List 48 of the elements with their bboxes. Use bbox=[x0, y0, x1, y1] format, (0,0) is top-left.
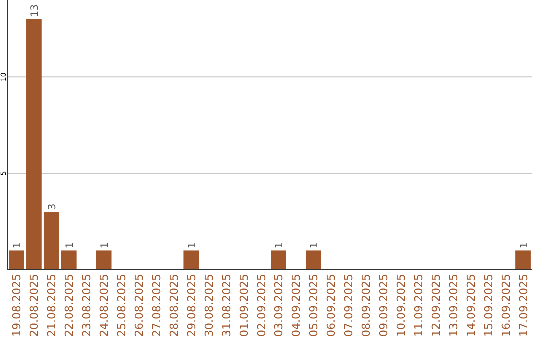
bar bbox=[184, 250, 200, 270]
x-tick-label: 29.08.2025 bbox=[185, 274, 198, 337]
data-label: 3 bbox=[48, 204, 59, 210]
x-tick-label: 19.08.2025 bbox=[10, 274, 24, 337]
bar bbox=[96, 250, 112, 270]
data-label: 1 bbox=[187, 242, 198, 249]
x-tick-label: 31.08.2025 bbox=[220, 274, 234, 337]
x-tick-label: 03.09.2025 bbox=[272, 274, 286, 337]
x-tick-label: 05.09.2025 bbox=[308, 274, 321, 337]
x-tick-label: 09.09.2025 bbox=[378, 274, 391, 337]
x-tick-label: 01.09.2025 bbox=[238, 274, 251, 337]
data-label: 1 bbox=[65, 242, 76, 249]
data-label: 1 bbox=[310, 242, 321, 249]
bar bbox=[9, 250, 24, 270]
x-tick-label: 04.09.2025 bbox=[290, 274, 304, 337]
x-tick-label: 27.08.2025 bbox=[150, 274, 164, 337]
bar bbox=[44, 212, 60, 270]
x-tick-label: 22.08.2025 bbox=[63, 274, 76, 337]
data-label: 1 bbox=[519, 242, 530, 249]
bar bbox=[26, 19, 42, 270]
x-tick-label: 12.09.2025 bbox=[430, 274, 443, 337]
bar bbox=[306, 250, 322, 270]
x-tick-label: 14.09.2025 bbox=[464, 274, 478, 337]
x-tick-label: 15.09.2025 bbox=[482, 274, 496, 337]
data-label: 1 bbox=[100, 242, 112, 249]
x-tick-label: 10.09.2025 bbox=[395, 274, 408, 337]
x-tick-label: 17.09.2025 bbox=[517, 274, 530, 337]
x-tick-label: 25.08.2025 bbox=[116, 274, 129, 337]
x-tick-label: 11.09.2025 bbox=[412, 274, 426, 337]
x-tick-label: 02.09.2025 bbox=[255, 274, 268, 337]
data-label: 1 bbox=[12, 242, 24, 249]
bar bbox=[61, 250, 77, 270]
x-tick-label: 20.08.2025 bbox=[28, 274, 42, 337]
x-tick-label: 24.08.2025 bbox=[98, 274, 112, 337]
x-tick-label: 08.09.2025 bbox=[360, 274, 374, 337]
bar bbox=[271, 250, 286, 270]
x-tick-label: 13.09.2025 bbox=[447, 274, 460, 337]
x-tick-label: 16.09.2025 bbox=[500, 274, 513, 337]
x-tick-label: 26.08.2025 bbox=[133, 274, 146, 337]
x-tick-label: 21.08.2025 bbox=[46, 274, 59, 337]
data-label: 1 bbox=[274, 242, 286, 249]
x-tick-label: 30.08.2025 bbox=[202, 274, 216, 337]
x-tick-label: 28.08.2025 bbox=[168, 274, 181, 337]
bar bbox=[516, 250, 531, 270]
x-tick-label: 07.09.2025 bbox=[342, 274, 356, 337]
x-tick-label: 06.09.2025 bbox=[325, 274, 338, 337]
x-tick-label: 23.08.2025 bbox=[80, 274, 94, 337]
data-label: 13 bbox=[30, 4, 42, 18]
